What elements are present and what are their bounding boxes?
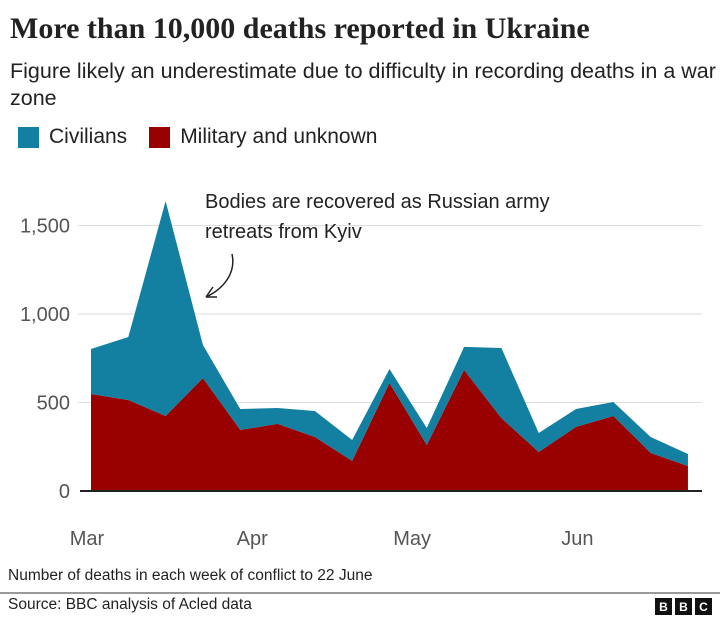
x-tick-label: Jun <box>561 528 593 550</box>
legend-swatch-civilians <box>18 126 39 148</box>
y-tick-label: 500 <box>37 393 70 415</box>
footnote: Number of deaths in each week of conflic… <box>8 567 373 584</box>
legend-swatch-military <box>149 126 171 148</box>
x-tick-label: Apr <box>237 528 268 550</box>
area-military-and-unknown <box>91 369 688 491</box>
y-tick-label: 0 <box>59 481 70 503</box>
footer-divider <box>0 592 720 594</box>
y-tick-label: 1,000 <box>20 304 70 326</box>
y-tick-label: 1,500 <box>20 216 70 238</box>
legend: Civilians Military and unknown <box>18 125 399 149</box>
x-tick-label: Mar <box>70 528 105 550</box>
annotation-line-2: retreats from Kyiv <box>205 221 362 243</box>
annotation-arrow <box>205 253 234 298</box>
source-text: Source: BBC analysis of Acled data <box>8 596 252 613</box>
x-tick-label: May <box>393 528 431 550</box>
chart-subtitle: Figure likely an underestimate due to di… <box>10 59 716 110</box>
annotation-line-1: Bodies are recovered as Russian army <box>205 191 550 213</box>
chart-title: More than 10,000 deaths reported in Ukra… <box>10 12 590 45</box>
legend-label-civilians: Civilians <box>49 125 128 148</box>
legend-label-military: Military and unknown <box>180 125 378 148</box>
